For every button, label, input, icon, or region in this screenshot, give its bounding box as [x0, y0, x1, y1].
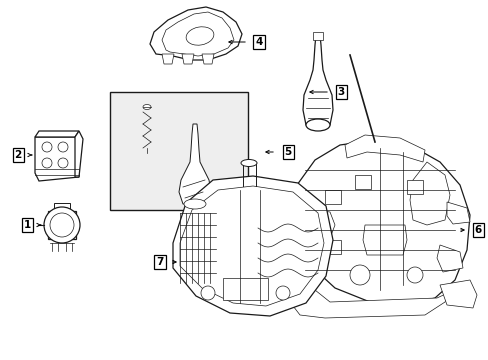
Polygon shape	[35, 137, 79, 181]
Text: 7: 7	[156, 257, 163, 267]
Polygon shape	[162, 12, 234, 56]
Bar	[110, 92, 247, 210]
Polygon shape	[362, 225, 406, 255]
Polygon shape	[150, 7, 242, 60]
Circle shape	[201, 286, 215, 300]
Text: 5: 5	[284, 147, 291, 157]
Circle shape	[406, 267, 422, 283]
Text: 2: 2	[14, 150, 21, 160]
Ellipse shape	[241, 159, 257, 166]
Ellipse shape	[305, 119, 329, 131]
Bar	[48, 211, 76, 239]
Circle shape	[58, 158, 68, 168]
Bar	[312, 32, 323, 40]
Polygon shape	[289, 288, 449, 318]
Polygon shape	[162, 54, 174, 64]
Polygon shape	[180, 186, 324, 306]
Polygon shape	[35, 131, 79, 137]
Text: 4: 4	[255, 37, 262, 47]
Text: 6: 6	[473, 225, 481, 235]
Polygon shape	[75, 131, 83, 177]
Ellipse shape	[183, 199, 205, 209]
Ellipse shape	[142, 104, 151, 109]
Circle shape	[44, 207, 80, 243]
Polygon shape	[173, 176, 332, 316]
Circle shape	[275, 286, 289, 300]
Circle shape	[42, 142, 52, 152]
Polygon shape	[409, 162, 449, 225]
Ellipse shape	[186, 27, 213, 45]
Bar	[325, 190, 340, 204]
Bar	[354, 175, 370, 189]
Polygon shape	[182, 54, 194, 64]
Polygon shape	[436, 245, 462, 272]
Bar	[325, 240, 340, 254]
Bar	[54, 203, 70, 213]
Polygon shape	[303, 35, 332, 125]
Polygon shape	[294, 140, 469, 305]
Polygon shape	[299, 210, 334, 242]
Polygon shape	[446, 202, 469, 224]
Circle shape	[42, 158, 52, 168]
Polygon shape	[179, 124, 210, 204]
Text: 3: 3	[337, 87, 344, 97]
Polygon shape	[202, 54, 214, 64]
Circle shape	[50, 213, 74, 237]
Circle shape	[58, 142, 68, 152]
Polygon shape	[439, 280, 476, 308]
Circle shape	[349, 265, 369, 285]
Text: 1: 1	[23, 220, 31, 230]
Polygon shape	[345, 135, 424, 162]
Bar	[223, 278, 267, 300]
Bar	[406, 180, 422, 194]
